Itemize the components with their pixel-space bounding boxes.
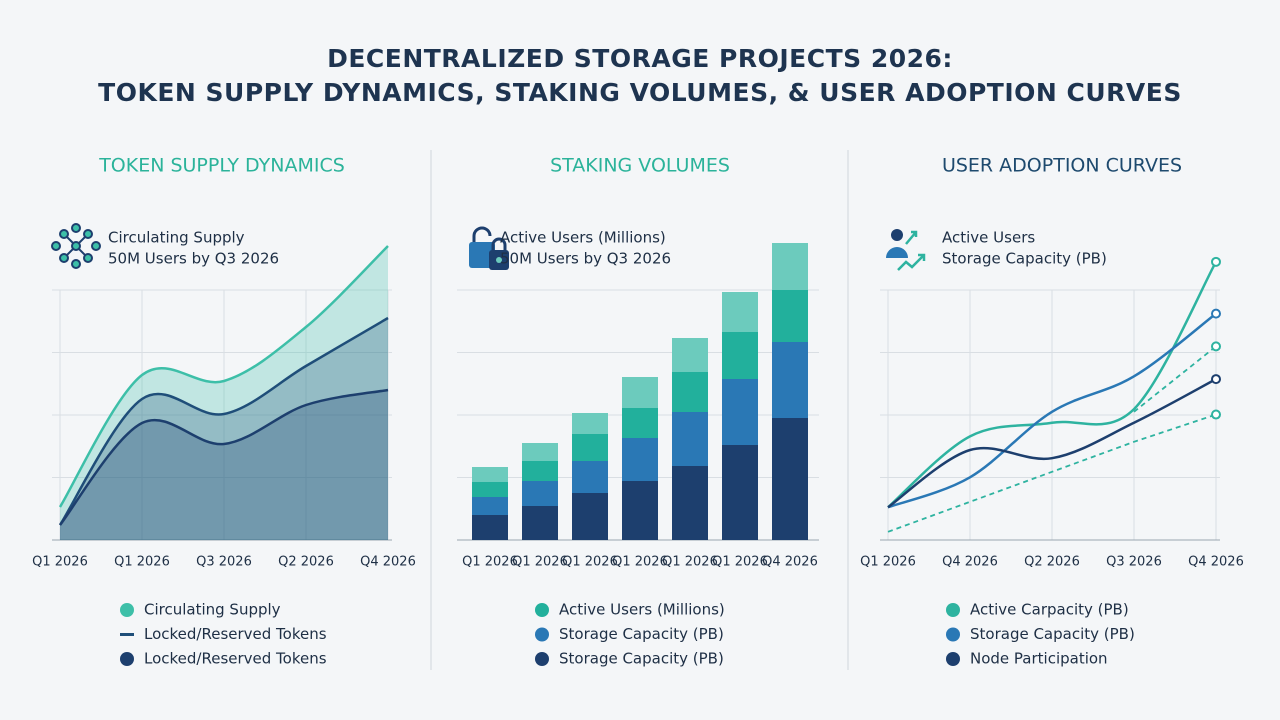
area <box>60 246 388 540</box>
area <box>60 390 388 540</box>
end-marker <box>1211 374 1221 385</box>
x-tick-label: Q1 2026 <box>712 555 768 570</box>
bar-segment <box>722 445 758 540</box>
bar-segment <box>522 506 558 540</box>
bar-segment <box>522 443 558 461</box>
x-tick-label: Q1 2026 <box>32 555 88 570</box>
legend-marker <box>535 627 549 642</box>
line <box>887 312 1217 509</box>
bar-segment <box>472 482 508 497</box>
area <box>60 318 388 540</box>
bar-segment <box>622 438 658 481</box>
x-tick-label: Q1 2026 <box>562 555 618 570</box>
legend-marker <box>946 603 960 617</box>
line <box>887 261 1218 509</box>
bar-segment <box>572 493 608 540</box>
bar-segment <box>622 481 658 540</box>
bar-segment <box>572 413 608 434</box>
page-title: TOKEN SUPPLY DYNAMICS, STAKING VOLUMES, … <box>98 78 1182 107</box>
icon-lock <box>469 226 509 270</box>
x-tick-label: Q4 2026 <box>360 555 416 570</box>
x-tick-label: Q1 2026 <box>612 555 668 570</box>
legend-marker <box>120 603 134 617</box>
bar-segment <box>772 342 808 418</box>
bar-segment <box>572 434 608 461</box>
x-tick-label: Q3 2026 <box>196 555 252 570</box>
chart-note: 50M Users by Q3 2026 <box>500 250 671 268</box>
line <box>59 388 389 526</box>
bar-segment <box>722 292 758 332</box>
x-tick-label: Q4 2026 <box>1188 555 1244 570</box>
line <box>887 413 1217 533</box>
legend-label: Node Participation <box>970 650 1108 668</box>
x-tick-label: Q1 2026 <box>462 555 518 570</box>
x-tick-label: Q3 2026 <box>1106 555 1162 570</box>
bar-segment <box>622 377 658 408</box>
chart-note: Storage Capacity (PB) <box>942 250 1107 268</box>
legend-label: Storage Capacity (PB) <box>559 650 724 668</box>
bar-segment <box>722 332 758 379</box>
x-tick-label: Q1 2026 <box>662 555 718 570</box>
icon-network <box>51 223 101 269</box>
x-tick-label: Q2 2026 <box>278 555 334 570</box>
legend-marker <box>120 652 134 666</box>
bar-segment <box>522 461 558 481</box>
end-marker <box>1211 341 1221 352</box>
bar-segment <box>522 481 558 506</box>
bar-segment <box>772 290 808 342</box>
line <box>58 316 389 526</box>
bar-segment <box>722 379 758 445</box>
chart-title: USER ADOPTION CURVES <box>942 155 1182 177</box>
legend-label: Storage Capacity (PB) <box>970 625 1135 643</box>
chart-note: Active Users <box>942 229 1035 247</box>
chart-title: STAKING VOLUMES <box>550 155 730 177</box>
bar-segment <box>772 418 808 540</box>
line <box>887 377 1217 509</box>
x-tick-label: Q1 2026 <box>114 555 170 570</box>
legend-label: Active Carpacity (PB) <box>970 601 1129 619</box>
x-tick-label: Q1 2026 <box>860 555 916 570</box>
x-tick-label: Q4 2026 <box>942 555 998 570</box>
x-tick-label: Q4 2026 <box>762 555 818 570</box>
legend-marker <box>946 627 960 642</box>
legend-label: Circulating Supply <box>144 601 281 619</box>
end-marker <box>1211 409 1221 420</box>
chart-note: Circulating Supply <box>108 229 245 247</box>
end-marker <box>1211 256 1221 267</box>
bar-segment <box>472 497 508 515</box>
chart-note: 50M Users by Q3 2026 <box>108 250 279 268</box>
legend-label: Locked/Reserved Tokens <box>144 625 327 643</box>
bar-segment <box>472 515 508 540</box>
bar-segment <box>772 243 808 290</box>
chart-title: TOKEN SUPPLY DYNAMICS <box>98 155 345 177</box>
bar-segment <box>672 372 708 412</box>
x-tick-label: Q1 2026 <box>512 555 568 570</box>
bar-segment <box>672 412 708 466</box>
legend-label: Storage Capacity (PB) <box>559 625 724 643</box>
legend-marker <box>535 603 549 617</box>
end-marker <box>1211 308 1221 319</box>
legend-label: Active Users (Millions) <box>559 601 725 619</box>
chart-note: Active Users (Millions) <box>500 229 666 247</box>
x-tick-label: Q2 2026 <box>1024 555 1080 570</box>
icon-users <box>886 229 926 271</box>
bar-segment <box>622 408 658 438</box>
line <box>58 245 389 508</box>
bar-segment <box>572 461 608 493</box>
page-title: DECENTRALIZED STORAGE PROJECTS 2026: <box>327 44 953 73</box>
legend-label: Locked/Reserved Tokens <box>144 650 327 668</box>
bar-segment <box>672 466 708 540</box>
legend-marker <box>535 652 549 666</box>
legend-marker <box>946 652 960 666</box>
bar-segment <box>672 338 708 372</box>
bar-segment <box>472 467 508 482</box>
